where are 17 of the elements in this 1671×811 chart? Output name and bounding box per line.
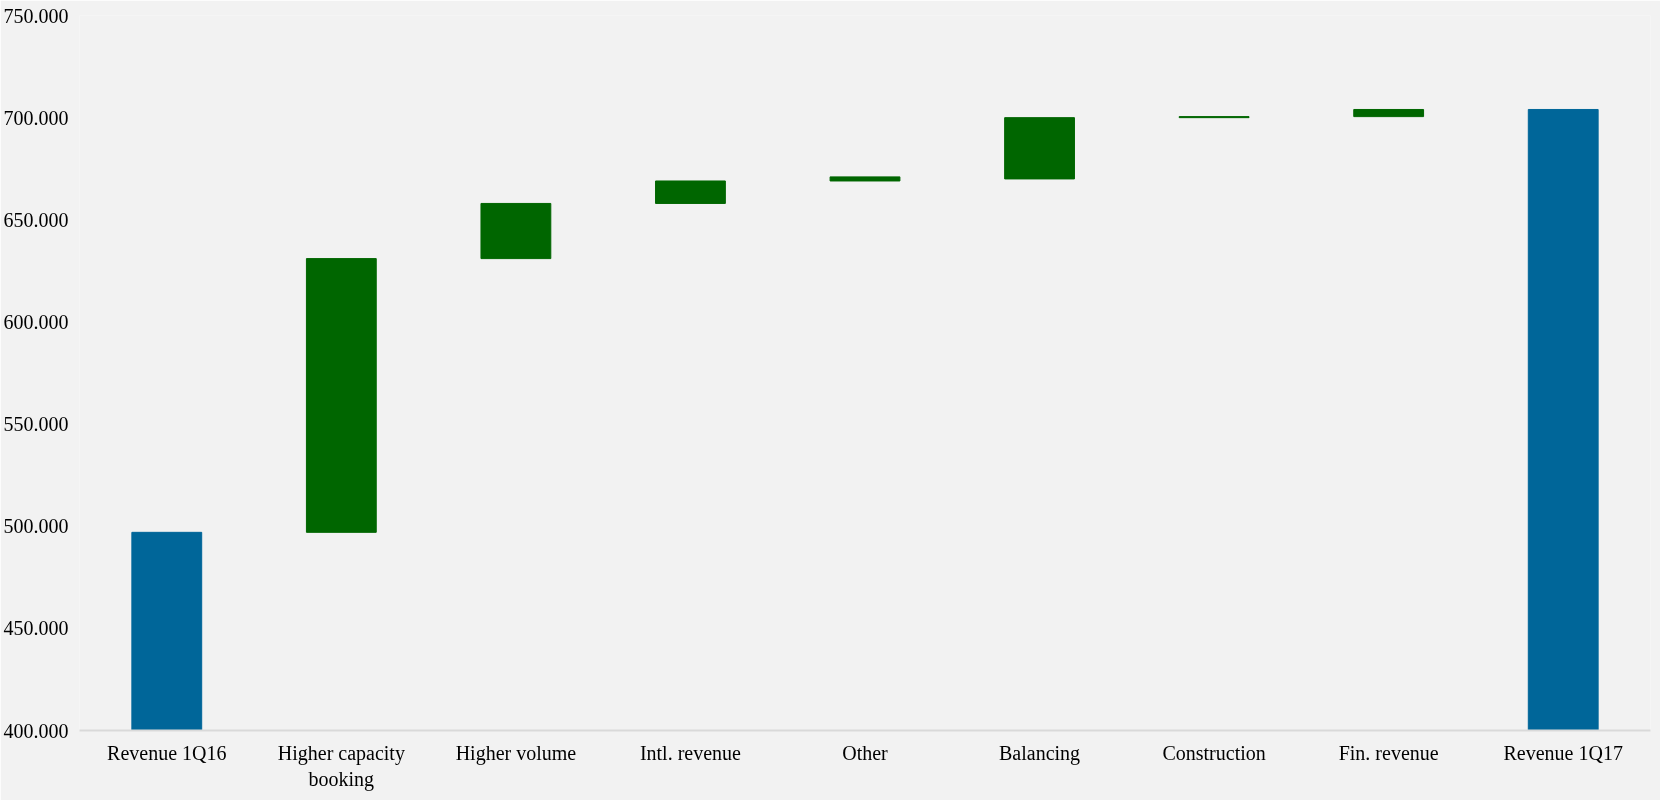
x-tick-label: Intl. revenue <box>639 741 742 764</box>
x-tick-label: Higher capacity booking <box>277 741 405 791</box>
x-tick-label: Revenue 1Q16 <box>107 741 227 764</box>
x-tick-label: Higher volume <box>455 741 577 765</box>
y-tick-label: 600.000 <box>3 310 69 333</box>
x-tick-label: Revenue 1Q17 <box>1503 741 1623 764</box>
y-tick-label: 500.000 <box>3 515 69 538</box>
y-tick-label: 550.000 <box>3 413 69 436</box>
y-tick-label: 650.000 <box>3 208 69 231</box>
y-tick-label: 400.000 <box>3 719 69 742</box>
x-tick-label: Balancing <box>999 741 1081 765</box>
y-tick-label: 700.000 <box>3 106 69 129</box>
y-tick-label: 750.000 <box>3 4 69 27</box>
x-tick-label: Other <box>842 741 889 764</box>
x-tick-label: Fin. revenue <box>1338 741 1439 764</box>
x-tick-label: Construction <box>1162 741 1266 764</box>
y-tick-label: 450.000 <box>3 617 69 640</box>
